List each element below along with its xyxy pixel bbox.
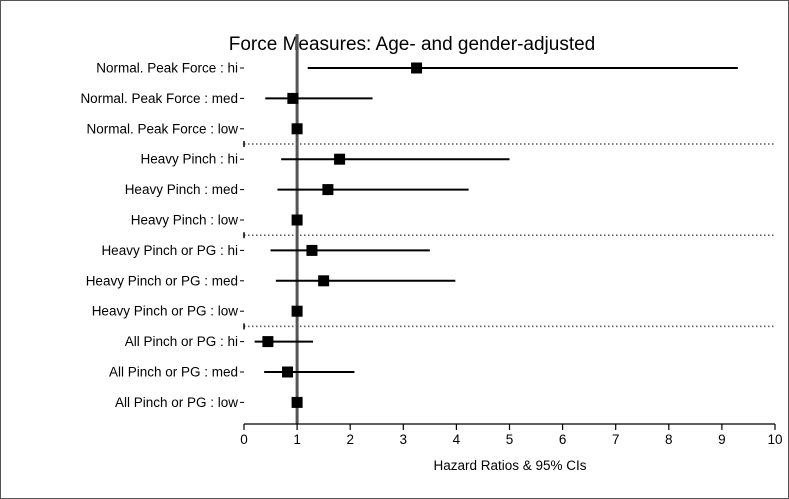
group-separators [243, 141, 775, 330]
hazard-ratio-marker [291, 396, 303, 408]
hazard-ratio-marker [291, 214, 303, 226]
hazard-ratio-marker [287, 92, 299, 104]
x-axis: 0 1 2 3 4 5 6 7 8 9 10 [240, 423, 783, 447]
forest-row: Heavy Pinch or PG : hi [101, 243, 430, 258]
hazard-ratio-marker [282, 366, 294, 378]
forest-row: Normal. Peak Force : hi [96, 61, 738, 76]
forest-row: Heavy Pinch : hi [140, 152, 510, 167]
hazard-ratio-marker [318, 275, 330, 287]
x-tick-label: 3 [400, 432, 408, 447]
row-label: Normal. Peak Force : med [80, 91, 238, 106]
row-label: All Pinch or PG : low [115, 395, 238, 410]
row-label: Heavy Pinch : low [131, 213, 239, 228]
forest-row: Normal. Peak Force : med [80, 91, 373, 106]
hazard-ratio-marker [334, 153, 346, 165]
row-label: Normal. Peak Force : low [86, 121, 238, 136]
row-label: All Pinch or PG : med [109, 365, 238, 380]
forest-row: All Pinch or PG : med [109, 365, 355, 380]
forest-row: Heavy Pinch : low [131, 213, 303, 228]
forest-row: Heavy Pinch or PG : low [92, 304, 303, 319]
hazard-ratio-marker [306, 244, 318, 256]
forest-row: All Pinch or PG : low [115, 395, 303, 410]
x-tick-label: 6 [559, 432, 567, 447]
x-tick-label: 10 [767, 432, 782, 447]
x-tick-label: 7 [612, 432, 620, 447]
hazard-ratio-marker [291, 123, 303, 135]
hazard-ratio-marker [262, 336, 274, 348]
row-label: Heavy Pinch or PG : hi [101, 243, 238, 258]
hazard-ratio-marker [291, 305, 303, 317]
row-label: Heavy Pinch or PG : med [86, 273, 238, 288]
row-label: Heavy Pinch or PG : low [92, 304, 239, 319]
chart-title: Force Measures: Age- and gender-adjusted [229, 34, 596, 55]
hazard-ratio-marker [322, 184, 334, 196]
row-label: Normal. Peak Force : hi [96, 61, 238, 76]
x-tick-label: 8 [665, 432, 673, 447]
forest-row: Heavy Pinch or PG : med [86, 273, 456, 288]
row-label: Heavy Pinch : hi [140, 152, 238, 167]
hazard-ratio-marker [411, 62, 423, 74]
x-tick-label: 2 [346, 432, 354, 447]
x-tick-label: 4 [453, 432, 461, 447]
forest-rows: Normal. Peak Force : hi Normal. Peak Forc… [80, 61, 738, 410]
x-tick-label: 0 [240, 432, 248, 447]
x-tick-label: 1 [293, 432, 301, 447]
x-axis-label: Hazard Ratios & 95% CIs [433, 458, 586, 473]
forest-row: All Pinch or PG : hi [125, 334, 314, 349]
x-tick-label: 5 [506, 432, 514, 447]
forest-row: Heavy Pinch : med [125, 182, 469, 197]
row-label: All Pinch or PG : hi [125, 334, 238, 349]
forest-row: Normal. Peak Force : low [86, 121, 303, 136]
x-tick-label: 9 [718, 432, 726, 447]
row-label: Heavy Pinch : med [125, 182, 238, 197]
